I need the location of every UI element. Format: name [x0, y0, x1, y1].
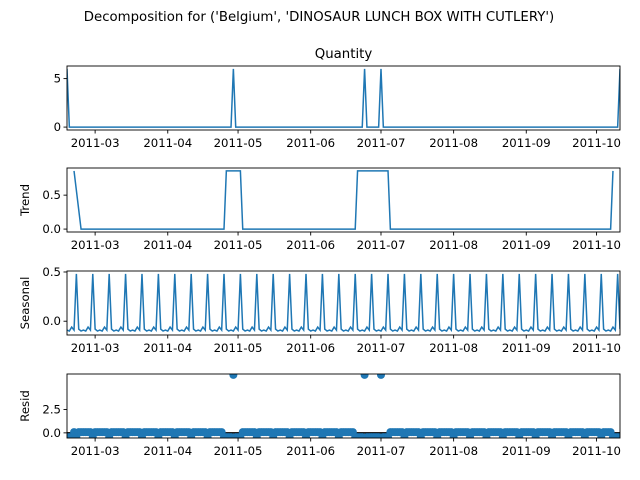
seasonal-ylabel: Seasonal — [18, 277, 32, 330]
observed-xtick-label: 2011-05 — [214, 136, 263, 150]
observed-xtick-label: 2011-09 — [502, 136, 551, 150]
resid-point — [229, 374, 238, 379]
resid-xtick-label: 2011-06 — [286, 444, 335, 458]
observed-xtick-label: 2011-07 — [357, 136, 406, 150]
trend-plot-area — [73, 170, 614, 230]
trend-xtick-label: 2011-07 — [357, 238, 406, 252]
trend-ytick-label: 0.5 — [42, 188, 61, 202]
resid-xtick-label: 2011-03 — [71, 444, 120, 458]
seasonal-xtick-label: 2011-09 — [502, 341, 551, 355]
observed-xtick-label: 2011-06 — [286, 136, 335, 150]
resid-ytick-label: 2.5 — [42, 403, 61, 417]
resid-xtick-label: 2011-08 — [429, 444, 478, 458]
subplot-resid: Resid 0.0 2.5 2011-03 2011-04 2011-05 2011-06 2… — [18, 373, 621, 458]
observed-ytick-label: 0 — [54, 120, 61, 134]
resid-ytick-label: 0.0 — [42, 426, 61, 440]
subplot-observed: Quantity 0 5 2011-03 2011-04 2011-05 2011-06 20… — [54, 47, 621, 150]
trend-ylabel: Trend — [18, 184, 32, 217]
seasonal-ytick-label: 0.5 — [42, 265, 61, 279]
trend-xtick-label: 2011-06 — [286, 238, 335, 252]
trend-ytick-label: 0.0 — [42, 222, 61, 236]
resid-xtick-label: 2011-09 — [502, 444, 551, 458]
trend-xtick-label: 2011-05 — [214, 238, 263, 252]
trend-axes-frame — [66, 167, 621, 233]
observed-xtick-label: 2011-10 — [572, 136, 621, 150]
seasonal-xtick-label: 2011-04 — [143, 341, 192, 355]
trend-xtick-label: 2011-09 — [502, 238, 551, 252]
observed-xtick-label: 2011-03 — [71, 136, 120, 150]
seasonal-xtick-label: 2011-03 — [71, 341, 120, 355]
seasonal-xtick-label: 2011-10 — [572, 341, 621, 355]
resid-plot-area — [67, 374, 620, 438]
resid-point — [360, 374, 369, 379]
seasonal-xtick-label: 2011-07 — [357, 341, 406, 355]
seasonal-axes-frame — [66, 270, 621, 336]
resid-point — [616, 433, 620, 438]
resid-xtick-label: 2011-04 — [143, 444, 192, 458]
observed-title: Quantity — [315, 47, 373, 62]
observed-xtick-label: 2011-08 — [429, 136, 478, 150]
seasonal-xtick-label: 2011-05 — [214, 341, 263, 355]
seasonal-series-line — [67, 273, 620, 333]
seasonal-xtick-label: 2011-06 — [286, 341, 335, 355]
observed-series-line — [67, 68, 620, 128]
figure-title: Decomposition for ('Belgium', 'DINOSAUR … — [84, 10, 554, 25]
trend-xtick-label: 2011-03 — [71, 238, 120, 252]
resid-xtick-label: 2011-07 — [357, 444, 406, 458]
resid-xtick-label: 2011-10 — [572, 444, 621, 458]
observed-plot-area — [67, 68, 620, 128]
seasonal-plot-area — [67, 273, 620, 333]
trend-xtick-label: 2011-04 — [143, 238, 192, 252]
observed-ytick-label: 5 — [54, 72, 61, 86]
resid-ylabel: Resid — [18, 390, 32, 422]
resid-point — [376, 374, 385, 379]
subplot-trend: Trend 0.0 0.5 2011-03 2011-04 2011-05 2011-06 2… — [18, 167, 621, 252]
subplot-seasonal: Seasonal 0.0 0.5 2011-03 2011-04 2011-05 2011-… — [18, 265, 621, 355]
observed-xtick-label: 2011-04 — [143, 136, 192, 150]
trend-xtick-label: 2011-10 — [572, 238, 621, 252]
trend-series-line — [73, 170, 614, 230]
resid-axes-frame — [66, 373, 621, 439]
observed-axes-frame — [66, 65, 621, 131]
seasonal-xtick-label: 2011-08 — [429, 341, 478, 355]
trend-xtick-label: 2011-08 — [429, 238, 478, 252]
resid-xtick-label: 2011-05 — [214, 444, 263, 458]
seasonal-ytick-label: 0.0 — [42, 314, 61, 328]
